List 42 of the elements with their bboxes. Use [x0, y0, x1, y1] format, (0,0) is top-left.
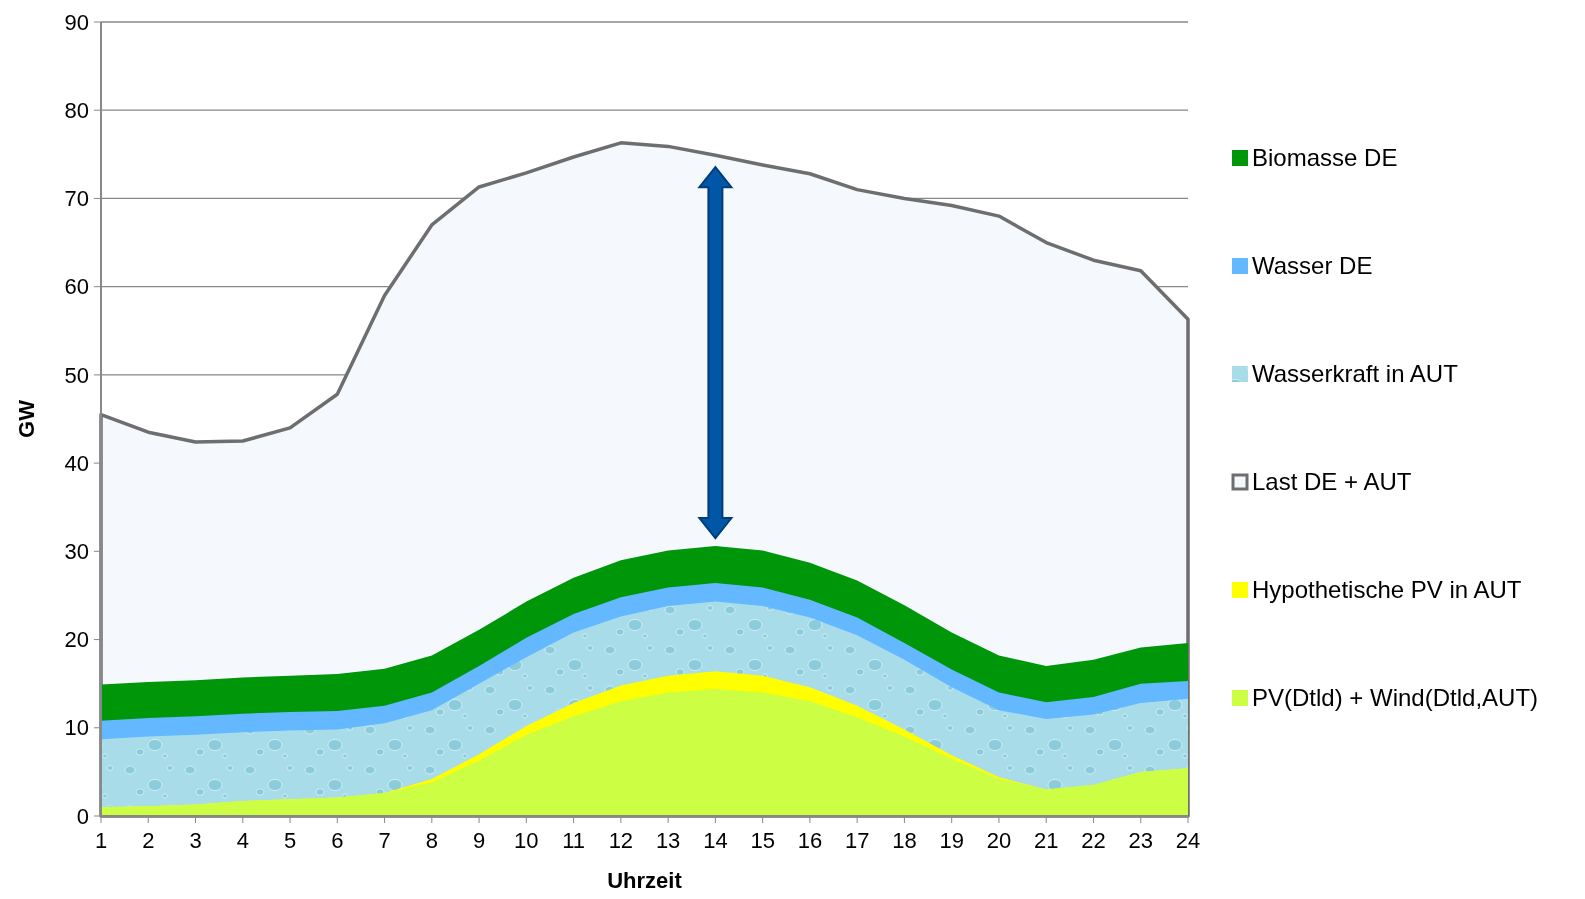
- x-tick-label: 4: [236, 828, 249, 853]
- y-axis-title: GW: [14, 399, 39, 438]
- y-tick-label: 10: [64, 715, 89, 741]
- legend-label: PV(Dtld) + Wind(Dtld,AUT): [1252, 684, 1539, 712]
- x-tick-label: 2: [142, 828, 155, 853]
- x-tick-label: 10: [514, 828, 539, 853]
- x-tick-label: 21: [1033, 828, 1059, 853]
- x-tick-label: 23: [1128, 828, 1153, 853]
- x-tick-label: 16: [797, 828, 823, 853]
- x-tick-label: 18: [892, 828, 917, 853]
- x-tick-label: 1: [94, 828, 108, 853]
- x-tick-label: 20: [986, 828, 1012, 853]
- x-tick-label: 13: [655, 828, 681, 853]
- x-tick-label: 8: [425, 828, 438, 853]
- x-tick-label: 6: [331, 828, 344, 853]
- y-tick-label: 60: [64, 274, 89, 300]
- x-tick-label: 19: [939, 828, 964, 853]
- legend-label: Wasser DE: [1252, 252, 1373, 280]
- x-tick-label: 5: [283, 828, 297, 853]
- y-tick-label: 30: [64, 539, 89, 565]
- y-tick-label: 50: [64, 362, 89, 388]
- x-tick-label: 9: [472, 828, 486, 853]
- x-tick-label: 24: [1175, 828, 1201, 853]
- y-tick-label: 20: [64, 627, 89, 653]
- y-tick-label: 80: [64, 97, 89, 123]
- x-tick-label: 7: [378, 828, 391, 853]
- legend-label: Biomasse DE: [1252, 144, 1398, 172]
- y-tick-label: 40: [64, 450, 89, 476]
- x-tick-label: 12: [608, 828, 634, 853]
- x-tick-label: 15: [750, 828, 775, 853]
- y-tick-label: 70: [64, 186, 89, 212]
- x-tick-label: 3: [189, 828, 202, 853]
- y-tick-label: 90: [64, 9, 89, 35]
- legend-label: Hypothetische PV in AUT: [1252, 576, 1522, 604]
- x-tick-label: 22: [1081, 828, 1106, 853]
- x-axis-title: Uhrzeit: [607, 868, 683, 893]
- legend-label: Wasserkraft in AUT: [1252, 360, 1459, 388]
- legend-label: Last DE + AUT: [1252, 468, 1412, 496]
- x-tick-label: 11: [562, 828, 586, 853]
- x-tick-label: 17: [844, 828, 870, 853]
- x-tick-label: 14: [703, 828, 728, 853]
- y-tick-label: 0: [76, 803, 89, 829]
